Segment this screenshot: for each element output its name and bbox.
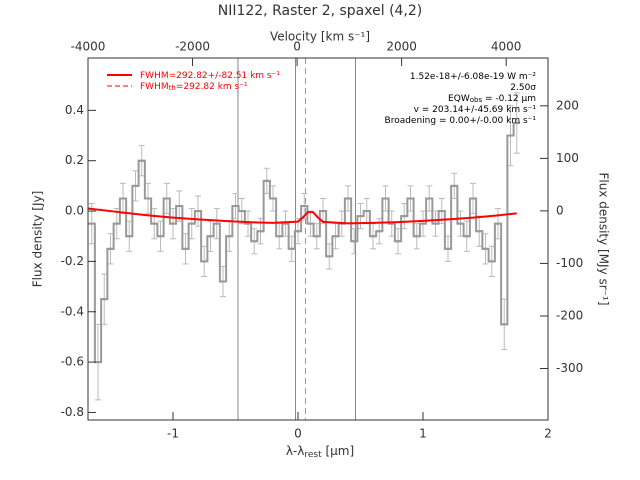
plot-frame: [87, 57, 549, 421]
y2-tick-label: 0: [556, 203, 564, 217]
text-part: Broadening = 0.00+/-0.00 km s⁻¹: [385, 116, 537, 126]
y-tick-label: -0.6: [61, 355, 84, 369]
annotation: 1.52e-18+/-6.08e-19 W m⁻²: [410, 72, 537, 82]
text-part: FWHM: [140, 82, 169, 92]
y-tick-label: 0.4: [65, 103, 84, 117]
legend-label: FWHM=292.82+/-82.51 km s⁻¹: [140, 71, 280, 81]
y2-tick-label: -200: [556, 308, 583, 322]
text-part: 2.50σ: [510, 83, 536, 93]
x-label-sub: rest: [304, 450, 322, 460]
annotation: 2.50σ: [510, 83, 536, 93]
y2-tick-label: 100: [556, 151, 579, 165]
annotation: v = 203.14+/-45.69 km s⁻¹: [414, 105, 537, 115]
x-axis-label: λ-λrest [μm]: [286, 444, 354, 460]
x-tick-label: 0: [294, 427, 302, 441]
x-tick-label: -1: [167, 427, 179, 441]
chart-title: NII122, Raster 2, spaxel (4,2): [218, 3, 423, 19]
y2-tick-label: 200: [556, 98, 579, 112]
y-axis-label: Flux density [Jy]: [31, 191, 45, 288]
x2-tick-label: 4000: [491, 40, 522, 54]
x-label-part: λ-λ: [286, 444, 305, 458]
x2-tick-label: -4000: [71, 40, 106, 54]
text-part: =292.82 km s⁻¹: [176, 82, 248, 92]
legend-label: FWHMth=292.82 km s⁻¹: [140, 82, 248, 93]
x2-tick-label: 0: [293, 40, 301, 54]
x2-tick-label: -2000: [175, 40, 210, 54]
text-part: 1.52e-18+/-6.08e-19 W m⁻²: [410, 72, 537, 82]
text-part: v = 203.14+/-45.69 km s⁻¹: [414, 105, 537, 115]
y-tick-label: 0.0: [65, 204, 84, 218]
x2-tick-label: 2000: [386, 40, 417, 54]
y2-tick-label: -300: [556, 361, 583, 375]
y-tick-label: 0.2: [65, 153, 84, 167]
fit-line: [88, 207, 517, 225]
y-tick-label: -0.2: [61, 254, 84, 268]
y2-axis-label: Flux density [MJy sr⁻¹]: [597, 172, 611, 305]
x-tick-label: 2: [544, 427, 552, 441]
x-tick-label: 1: [419, 427, 427, 441]
text-part: EQW: [448, 94, 470, 104]
annotation: EQWobs = -0.12 μm: [448, 94, 536, 105]
text-part: = -0.12 μm: [482, 94, 536, 104]
annotation: Broadening = 0.00+/-0.00 km s⁻¹: [385, 116, 537, 126]
text-part: obs: [470, 96, 483, 104]
y2-tick-label: -100: [556, 256, 583, 270]
text-part: FWHM=292.82+/-82.51 km s⁻¹: [140, 71, 280, 81]
y-tick-label: -0.4: [61, 304, 84, 318]
axes: -1 0 1 2-0.8-0.6-0.4-0.20.00.20.4-4000 -2000…: [61, 40, 584, 441]
x2-axis-label: Velocity [km s⁻¹]: [270, 30, 370, 44]
y-tick-label: -0.8: [61, 405, 84, 419]
plot-area: [88, 58, 520, 420]
text-part: th: [169, 84, 176, 92]
x-label-part: [μm]: [322, 444, 355, 458]
